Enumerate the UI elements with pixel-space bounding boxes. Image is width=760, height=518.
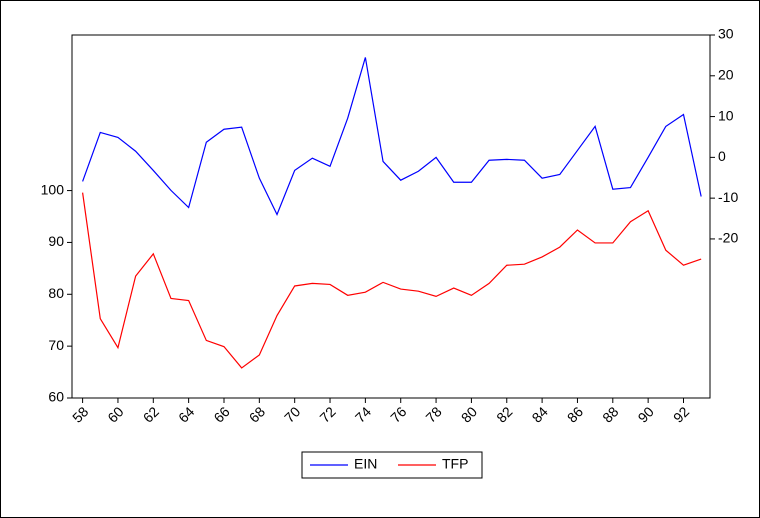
page: {"chart_data": {"type": "line", "x": [58… — [0, 0, 760, 518]
y2-tick-label: -10 — [718, 189, 738, 205]
legend-label: TFP — [442, 456, 468, 472]
y-tick-label: 60 — [48, 389, 64, 405]
y2-tick-label: 0 — [718, 148, 726, 164]
frame — [1, 1, 760, 518]
y-tick-label: 100 — [41, 181, 65, 197]
y-tick-label: 90 — [48, 233, 64, 249]
y-tick-label: 80 — [48, 285, 64, 301]
y2-tick-label: 20 — [718, 66, 734, 82]
y-tick-label: 70 — [48, 337, 64, 353]
y2-tick-label: -20 — [718, 230, 738, 246]
legend-label: EIN — [354, 456, 377, 472]
y2-tick-label: 30 — [718, 26, 734, 42]
y2-tick-label: 10 — [718, 107, 734, 123]
chart: 60708090100-20-1001020305860626466687072… — [0, 0, 760, 518]
